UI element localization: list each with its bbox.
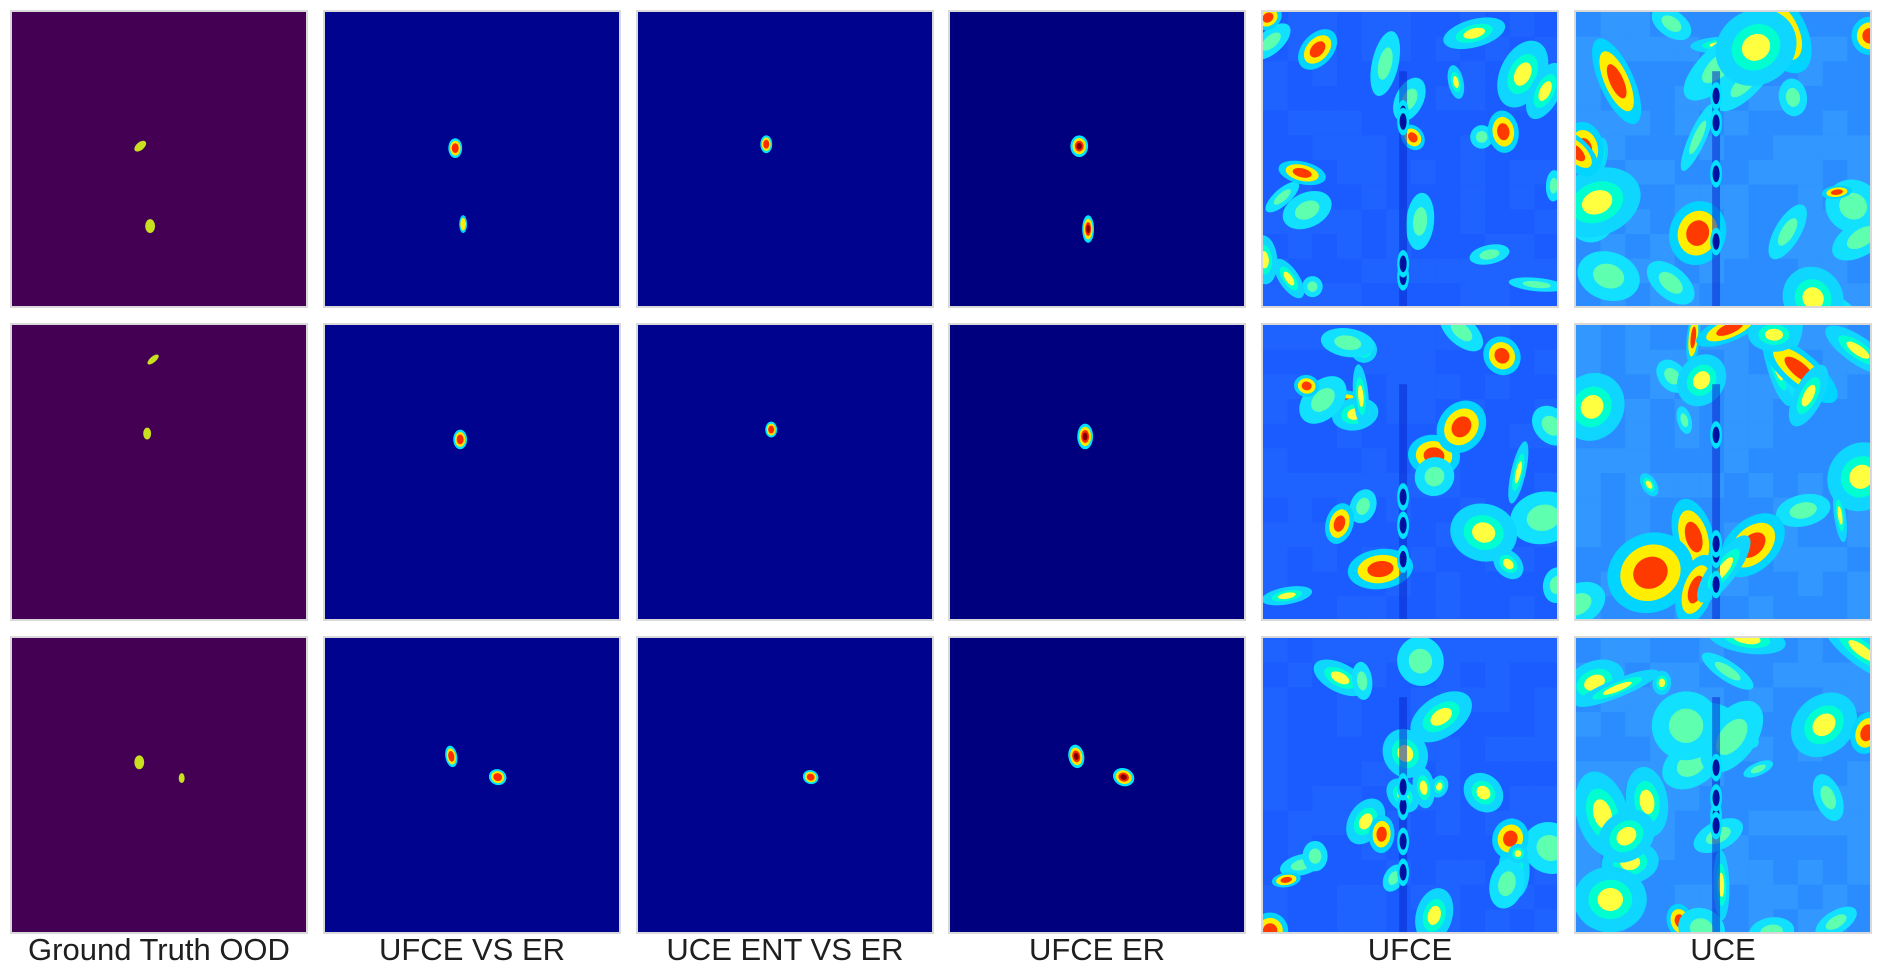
panel-ufce_er-row-3 [948,636,1246,934]
panel-ufce-row-1 [1261,10,1559,308]
panel-uce-row-2 [1574,323,1872,621]
panel-ufce-row-3 [1261,636,1559,934]
panel-ufce_vs_er-row-2 [323,323,621,621]
panel-uce_ent_vs_er-row-3 [636,636,934,934]
column-label-gt: Ground Truth OOD [28,932,290,967]
column-label-uce_ent_vs_er: UCE ENT VS ER [666,932,904,967]
panel-ufce_vs_er-row-1 [323,10,621,308]
column-label-ufce_vs_er: UFCE VS ER [378,932,566,967]
panel-gt-row-2 [10,323,308,621]
panel-ufce-row-2 [1261,323,1559,621]
panel-uce_ent_vs_er-row-2 [636,323,934,621]
panel-gt-row-1 [10,10,308,308]
panel-gt-row-3 [10,636,308,934]
panel-uce_ent_vs_er-row-1 [636,10,934,308]
panel-ufce_er-row-1 [948,10,1246,308]
panel-ufce_er-row-2 [948,323,1246,621]
column-label-ufce_er: UFCE ER [1028,932,1166,967]
panel-uce-row-3 [1574,636,1872,934]
column-label-uce: UCE [1690,932,1756,967]
panel-uce-row-1 [1574,10,1872,308]
panel-ufce_vs_er-row-3 [323,636,621,934]
column-label-ufce: UFCE [1367,932,1453,967]
